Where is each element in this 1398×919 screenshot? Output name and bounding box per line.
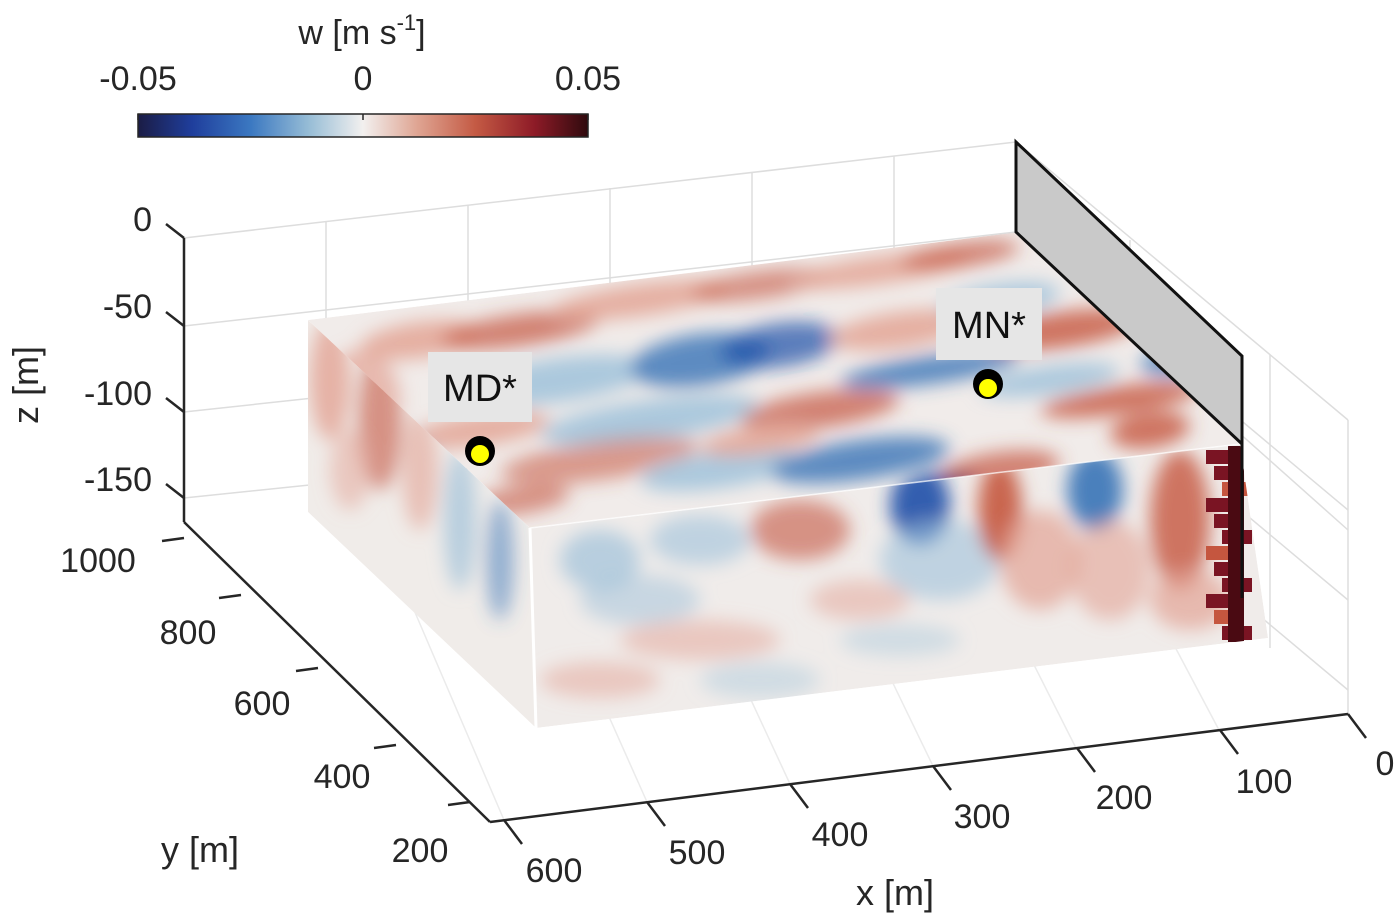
grid-line xyxy=(1015,141,1349,421)
field-blob xyxy=(550,279,730,321)
axis-ticks: 0 100 200 300 400 500 600 200 400 600 800 1000 0 -50 -… xyxy=(60,201,1394,890)
field-blob xyxy=(810,580,910,620)
y-tick-mark xyxy=(447,800,471,807)
field-blob xyxy=(880,520,1000,600)
volume-edge xyxy=(528,527,538,729)
x-tick-mark xyxy=(1219,729,1239,755)
field-blob xyxy=(1150,450,1210,590)
field-blob xyxy=(1040,382,1200,418)
y-tick-label: 600 xyxy=(234,685,291,723)
left-face xyxy=(308,320,536,728)
field-blob xyxy=(840,624,960,656)
x-tick-mark xyxy=(932,765,952,791)
x-tick-label: 300 xyxy=(954,798,1011,836)
y-tick-mark xyxy=(295,666,319,673)
marker-md xyxy=(471,445,489,463)
field-blob xyxy=(486,500,514,620)
field-blob xyxy=(690,268,830,302)
axes xyxy=(182,238,1349,824)
z-tick-label: -150 xyxy=(84,461,152,499)
field-blob xyxy=(444,450,476,590)
y-axis-label: y [m] xyxy=(161,829,239,870)
z-tick-mark xyxy=(165,483,185,499)
x-tick-mark xyxy=(503,819,523,845)
x-tick-mark xyxy=(646,801,666,827)
colorbar-tick-label: 0 xyxy=(354,60,373,98)
z-tick-mark xyxy=(165,397,185,413)
y-tick-mark xyxy=(218,593,242,600)
z-tick-label: -50 xyxy=(103,288,152,326)
field-blob xyxy=(720,321,840,369)
colorbar: w [m s-1] -0.05 0 0.05 xyxy=(99,10,621,138)
grid-line xyxy=(183,231,1017,327)
field-blob xyxy=(770,436,950,484)
annotation-md-text: MD* xyxy=(443,368,517,410)
y-tick-mark xyxy=(373,743,397,750)
floor-grid-line xyxy=(413,609,505,821)
y-tick-label: 1000 xyxy=(60,542,136,580)
x-axis-label: x [m] xyxy=(856,872,934,913)
field-blob xyxy=(750,500,850,560)
field-blob xyxy=(310,320,350,440)
annotation-md-box xyxy=(428,352,532,422)
annotation-mn: MN* xyxy=(936,288,1042,399)
annotation-md: MD* xyxy=(428,352,532,466)
z-tick-label: 0 xyxy=(133,201,152,239)
field-blob xyxy=(440,310,600,350)
x-tick-mark xyxy=(1347,713,1367,739)
z-axis-label: z [m] xyxy=(5,346,46,424)
field-blob xyxy=(650,515,750,565)
y-tick-label: 400 xyxy=(314,758,371,796)
x-tick-mark xyxy=(1076,747,1096,773)
field-blob xyxy=(1067,450,1123,530)
field-blob xyxy=(700,662,820,698)
field-blob xyxy=(1150,570,1230,630)
field-blob xyxy=(541,394,759,446)
y-tick-mark xyxy=(161,536,185,543)
field-blob xyxy=(980,363,1120,397)
z-tick-mark xyxy=(165,223,185,239)
field-blob xyxy=(330,430,370,510)
x-axis-line xyxy=(489,712,1349,824)
x-tick-label: 500 xyxy=(669,834,726,872)
x-tick-label: 100 xyxy=(1236,763,1293,801)
y-axis-line xyxy=(183,521,491,823)
volume-edge-top xyxy=(529,443,1241,529)
field-blob xyxy=(500,435,700,485)
annotation-mn-text: MN* xyxy=(952,305,1026,347)
field-blob xyxy=(1000,510,1080,610)
colorbar-tick-label: -0.05 xyxy=(99,60,177,98)
x-tick-label: 0 xyxy=(1376,745,1395,783)
field-blob xyxy=(580,575,700,625)
x-tick-label: 400 xyxy=(812,816,869,854)
annotation-mn-box xyxy=(936,288,1042,360)
y-tick-label: 800 xyxy=(160,614,217,652)
field-cell xyxy=(1228,446,1244,642)
z-tick-label: -100 xyxy=(84,375,152,413)
x-tick-label: 200 xyxy=(1096,779,1153,817)
field-blob xyxy=(540,662,660,698)
front-face xyxy=(530,444,1268,728)
field-blob xyxy=(560,530,640,590)
field-blob xyxy=(700,423,820,457)
field-blob xyxy=(840,351,1020,389)
field-blob xyxy=(360,320,480,360)
field-blob xyxy=(830,309,970,351)
colorbar-title: w [m s-1] xyxy=(297,10,425,52)
field-blob xyxy=(640,448,800,492)
field-blob xyxy=(402,410,438,530)
x-tick-mark xyxy=(789,783,809,809)
y-tick-label: 200 xyxy=(392,832,449,870)
x-tick-label: 600 xyxy=(526,852,583,890)
field-blob xyxy=(620,620,780,660)
grid-line xyxy=(183,141,1017,239)
field-blob xyxy=(1110,411,1190,449)
z-tick-mark xyxy=(165,311,185,327)
field-blob xyxy=(740,388,900,432)
marker-mn xyxy=(979,379,997,397)
field-blob xyxy=(900,240,1020,270)
field-blob xyxy=(1070,520,1150,620)
colorbar-tick-label: 0.05 xyxy=(555,60,621,98)
